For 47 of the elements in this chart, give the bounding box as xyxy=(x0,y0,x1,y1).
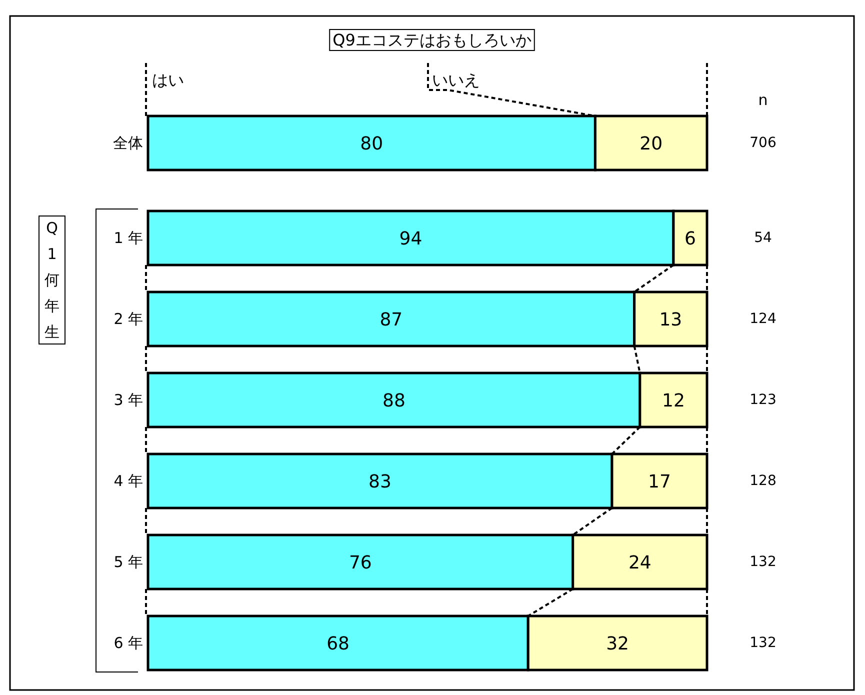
data-label: 83 xyxy=(368,472,392,492)
y-tick-label: 2 年 xyxy=(114,310,143,328)
bar: 87 xyxy=(146,290,636,348)
data-label: 94 xyxy=(399,228,422,250)
bar: 83 xyxy=(146,452,614,510)
y-tick-label: 4 年 xyxy=(114,472,143,490)
bar: 24 xyxy=(572,534,708,590)
bar: 6 xyxy=(672,210,708,266)
bar: 94 xyxy=(146,210,675,266)
text: 132 xyxy=(750,554,776,570)
data-label: 68 xyxy=(326,634,350,654)
y-axis-title: Q1何年生 xyxy=(44,219,60,341)
text: いいえ xyxy=(432,70,480,90)
text: 54 xyxy=(754,230,772,246)
y-tick-label: 全体 xyxy=(113,134,143,152)
text: 123 xyxy=(750,392,776,408)
text: 706 xyxy=(750,135,776,151)
bar: 20 xyxy=(594,114,708,172)
data-label: 76 xyxy=(348,552,372,574)
data-label: 12 xyxy=(662,390,685,412)
data-label: 20 xyxy=(640,134,663,154)
bar: 76 xyxy=(146,534,574,590)
bar: 88 xyxy=(146,372,642,428)
bar: 13 xyxy=(633,290,708,348)
data-label: 32 xyxy=(606,634,630,654)
text: 132 xyxy=(750,635,776,651)
chart-title: Q9エコステはおもしろいか xyxy=(332,30,532,50)
data-label: 6 xyxy=(684,228,696,250)
data-label: 17 xyxy=(648,472,671,492)
data-label: 80 xyxy=(360,134,384,154)
y-tick-label: 3 年 xyxy=(114,391,143,409)
data-label: 87 xyxy=(380,310,403,330)
y-tick-label: 5 年 xyxy=(114,553,143,571)
data-label: 13 xyxy=(659,310,682,330)
bar: 32 xyxy=(526,614,708,672)
y-tick-label: 6 年 xyxy=(114,634,143,652)
bar: 12 xyxy=(638,372,708,428)
text: n xyxy=(758,91,768,109)
series-label: はい xyxy=(152,70,184,90)
bar: 68 xyxy=(146,614,530,672)
data-label: 88 xyxy=(382,390,406,412)
bar: 80 xyxy=(146,114,596,172)
bar: 17 xyxy=(610,452,708,510)
data-label: 24 xyxy=(628,552,652,574)
y-tick-label: 1 年 xyxy=(114,229,143,247)
text: 128 xyxy=(750,473,776,489)
text: 124 xyxy=(750,311,776,327)
